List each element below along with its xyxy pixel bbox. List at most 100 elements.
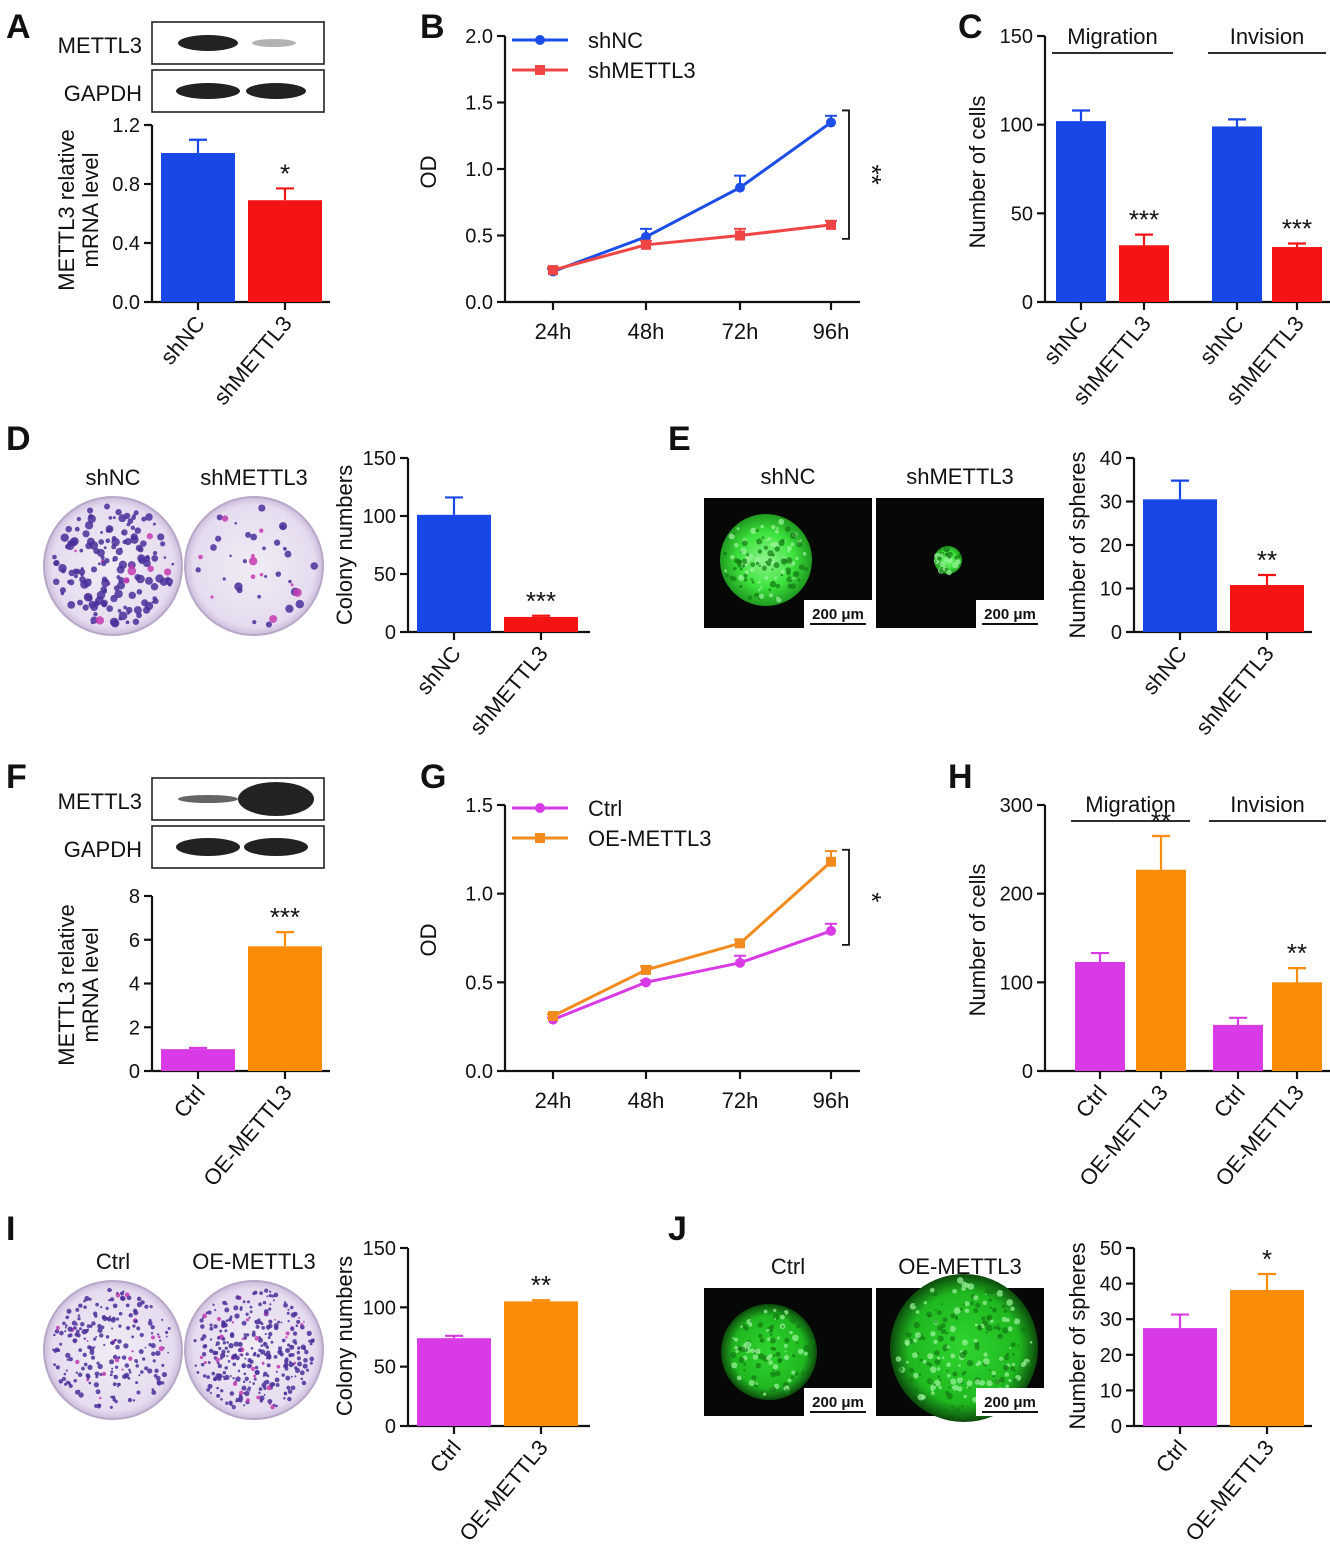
sphere-texture — [791, 577, 794, 580]
colony — [75, 1323, 78, 1326]
colony — [283, 1391, 287, 1395]
colony — [232, 1381, 238, 1386]
colony — [151, 1351, 156, 1356]
colony — [290, 1326, 295, 1332]
colony — [237, 1369, 241, 1373]
dish-label: shMETTL3 — [200, 465, 308, 490]
colony — [79, 1327, 82, 1331]
colony — [58, 564, 67, 573]
sphere-texture — [1008, 1379, 1012, 1383]
colony — [134, 574, 141, 581]
bar-shmettl3 — [1230, 585, 1304, 632]
sphere-texture — [769, 593, 774, 598]
sphere-texture — [964, 1370, 967, 1374]
sphere-texture — [1029, 1341, 1033, 1344]
data-point — [826, 925, 836, 936]
western-blot-F: METTL3 GAPDH — [58, 777, 325, 869]
sphere-texture — [917, 1352, 920, 1355]
colony — [310, 562, 318, 570]
sphere-texture — [1004, 1372, 1010, 1377]
colony — [287, 1389, 293, 1394]
colony — [97, 1403, 102, 1408]
sphere-texture — [773, 1313, 780, 1320]
colony — [258, 1348, 262, 1353]
sphere-texture — [767, 558, 773, 563]
colony — [111, 1395, 116, 1399]
sphere-texture — [921, 1394, 927, 1400]
colony — [93, 1346, 96, 1348]
sphere-texture — [992, 1307, 997, 1313]
colony — [214, 1309, 217, 1312]
sphere-texture — [748, 1323, 753, 1327]
colony — [137, 554, 146, 563]
colony — [90, 566, 98, 573]
colony — [59, 1342, 63, 1346]
sphere-texture — [751, 1309, 755, 1313]
sphere-texture — [1012, 1352, 1015, 1356]
blot-band — [176, 838, 240, 856]
panel-letter-E: E — [668, 420, 691, 458]
colony — [309, 1356, 315, 1362]
y-tick-label: 0 — [1022, 292, 1033, 314]
sphere-texture — [945, 1331, 949, 1335]
colony — [286, 1311, 290, 1315]
colony — [117, 1356, 121, 1360]
colony — [144, 1366, 149, 1371]
sphere-texture — [937, 1356, 941, 1360]
colony — [128, 1356, 133, 1361]
sphere-texture — [1013, 1378, 1018, 1383]
chart-B: 0.0 0.5 1.0 1.5 2.0 OD 24h 48h 72h 96h shNC shMETTL… — [416, 26, 887, 344]
colony — [225, 1319, 229, 1323]
colony — [86, 1328, 90, 1331]
colony — [258, 1391, 261, 1395]
colony — [274, 1318, 276, 1321]
colony — [112, 1382, 117, 1387]
sphere-texture — [726, 1365, 732, 1371]
colony — [147, 1368, 153, 1374]
colony — [122, 539, 127, 545]
colony — [145, 513, 153, 521]
sphere-texture — [918, 1373, 922, 1377]
colony — [143, 559, 151, 568]
y-axis-label: Number of spheres — [1065, 1242, 1090, 1429]
colony — [258, 1302, 262, 1307]
sphere-texture — [736, 527, 740, 531]
panel-letter-G: G — [420, 758, 446, 796]
colony — [97, 1323, 102, 1329]
colony — [99, 1333, 104, 1338]
data-point — [641, 964, 651, 975]
colony — [250, 533, 258, 541]
colony — [291, 1362, 295, 1366]
colony — [299, 1370, 305, 1376]
sphere-texture — [956, 1377, 964, 1384]
bar-oe-mettl3 — [504, 1301, 578, 1426]
data-point — [641, 239, 651, 250]
blot-band — [178, 35, 238, 51]
colony — [109, 1297, 115, 1302]
significance-label: ** — [857, 165, 887, 185]
y-tick-label: 150 — [1000, 26, 1033, 48]
colony — [302, 1363, 308, 1369]
colony — [101, 1315, 107, 1320]
colony — [133, 606, 142, 615]
x-tick-label: shMETTL3 — [1191, 641, 1279, 739]
colony — [144, 1346, 147, 1349]
sphere-texture — [746, 563, 749, 566]
sphere-texture — [772, 541, 779, 548]
colony — [288, 579, 292, 584]
bar-oe-mettl3 — [1272, 982, 1322, 1071]
y-tick-label: 0.8 — [112, 174, 140, 196]
sphere-texture — [941, 1356, 945, 1360]
sphere-texture — [771, 568, 774, 571]
data-point — [641, 977, 651, 988]
chart-E: 0 10 20 30 40 Number of spheres shNC ** shMETTL3 — [1065, 448, 1312, 740]
colony — [78, 1348, 83, 1352]
y-tick-label: 1.5 — [465, 93, 493, 115]
sphere-texture — [772, 1346, 777, 1352]
colony — [75, 1329, 80, 1334]
colony — [100, 1306, 103, 1309]
colony — [65, 1352, 71, 1358]
colony — [226, 1341, 229, 1344]
colony — [309, 1361, 313, 1365]
colony — [226, 1355, 229, 1358]
